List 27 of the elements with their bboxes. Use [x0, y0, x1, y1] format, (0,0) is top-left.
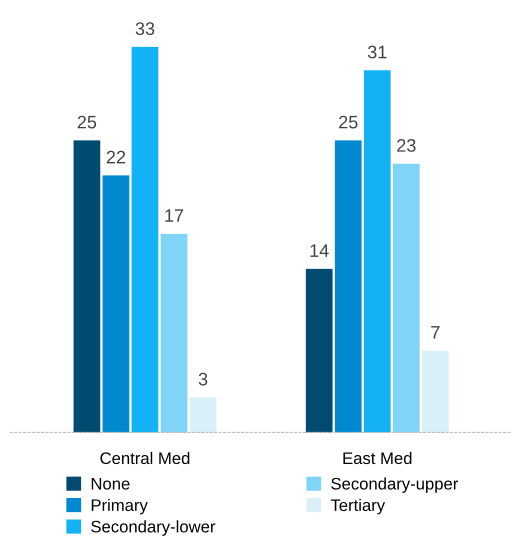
bar [190, 397, 216, 432]
data-label: 25 [78, 116, 96, 128]
bar [132, 46, 158, 432]
data-label: 3 [198, 372, 208, 386]
data-label: 33 [136, 22, 154, 36]
data-label: 14 [310, 244, 329, 257]
x-tick-label: Central Med [100, 452, 190, 464]
data-label: 31 [368, 46, 386, 58]
bar [334, 140, 362, 432]
data-label: 25 [339, 116, 358, 128]
bar [422, 350, 449, 432]
legend-label: Secondary-lower [91, 520, 216, 536]
bar [102, 175, 130, 432]
legend-label: None [92, 478, 130, 490]
legend-label: Tertiary [330, 498, 386, 514]
bar [74, 140, 100, 432]
bar [364, 70, 391, 432]
bar [306, 268, 333, 432]
data-label: 7 [431, 326, 440, 339]
bar [392, 164, 420, 432]
data-label: 22 [106, 150, 126, 164]
bar [160, 234, 188, 432]
x-tick-label: East Med [343, 452, 412, 464]
data-label: 23 [397, 139, 416, 152]
legend-label: Secondary-upper [331, 477, 458, 493]
legend-label: Primary [92, 498, 148, 514]
data-label: 17 [165, 209, 184, 222]
